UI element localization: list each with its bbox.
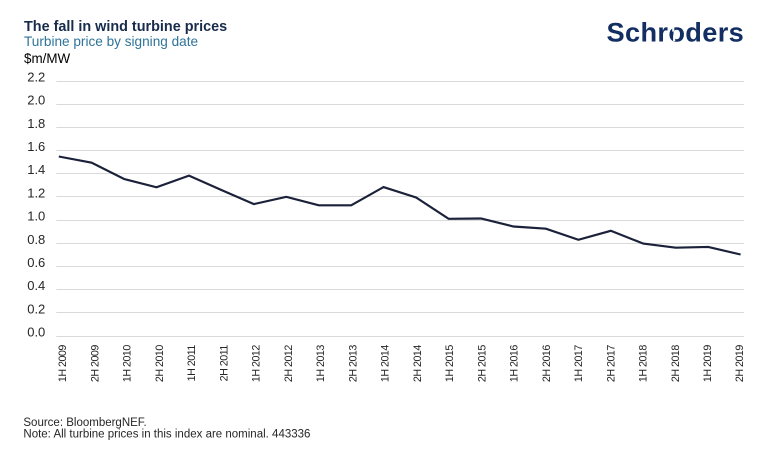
svg-text:0.6: 0.6 [27, 255, 45, 270]
svg-text:2H 2017: 2H 2017 [605, 345, 617, 382]
svg-text:0.8: 0.8 [27, 232, 45, 247]
svg-text:1H 2017: 1H 2017 [573, 345, 585, 382]
svg-text:1H 2013: 1H 2013 [315, 345, 327, 382]
svg-text:0.0: 0.0 [27, 325, 45, 340]
svg-text:2H 2009: 2H 2009 [89, 345, 101, 382]
svg-text:2H 2012: 2H 2012 [283, 345, 295, 382]
svg-text:1H 2010: 1H 2010 [122, 345, 134, 382]
svg-text:2H 2010: 2H 2010 [154, 345, 166, 382]
svg-text:2H 2014: 2H 2014 [412, 345, 424, 382]
svg-text:Schroders: Schroders [607, 16, 745, 47]
svg-text:0.2: 0.2 [27, 301, 45, 316]
svg-text:2H 2019: 2H 2019 [734, 345, 746, 382]
svg-text:2H 2018: 2H 2018 [670, 345, 682, 382]
svg-text:Note: All turbine prices in th: Note: All turbine prices in this index a… [23, 429, 310, 441]
svg-text:1H 2012: 1H 2012 [251, 345, 263, 382]
svg-text:The fall in wind turbine price: The fall in wind turbine prices [24, 19, 227, 35]
svg-text:1.4: 1.4 [27, 162, 45, 177]
svg-text:1.2: 1.2 [27, 185, 45, 200]
svg-text:2.2: 2.2 [27, 70, 45, 85]
svg-text:0.4: 0.4 [27, 278, 45, 293]
svg-text:2.0: 2.0 [27, 93, 45, 108]
svg-text:Turbine price by signing date: Turbine price by signing date [24, 34, 198, 49]
svg-text:2H 2016: 2H 2016 [541, 345, 553, 382]
svg-text:1.6: 1.6 [27, 139, 45, 154]
svg-text:2H 2011: 2H 2011 [218, 345, 230, 382]
svg-text:1.8: 1.8 [27, 116, 45, 131]
svg-text:1H 2009: 1H 2009 [57, 345, 69, 382]
svg-text:Source: BloombergNEF.: Source: BloombergNEF. [23, 417, 146, 429]
svg-text:1H 2018: 1H 2018 [638, 345, 650, 382]
svg-text:1H 2011: 1H 2011 [186, 345, 198, 382]
svg-text:1H 2014: 1H 2014 [380, 345, 392, 382]
svg-text:2H 2015: 2H 2015 [476, 345, 488, 382]
svg-text:$m/MW: $m/MW [24, 51, 70, 66]
svg-text:1.0: 1.0 [27, 209, 45, 224]
svg-text:2H 2013: 2H 2013 [347, 345, 359, 382]
svg-text:1H 2019: 1H 2019 [702, 345, 714, 382]
svg-text:1H 2015: 1H 2015 [444, 345, 456, 382]
svg-text:1H 2016: 1H 2016 [509, 345, 521, 382]
